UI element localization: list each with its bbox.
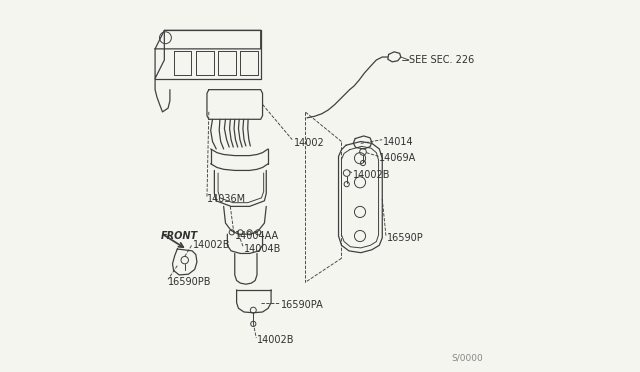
Text: 14004AA: 14004AA: [235, 231, 279, 241]
Text: 16590PB: 16590PB: [168, 278, 212, 287]
Text: 14002B: 14002B: [353, 170, 391, 180]
Text: 14036M: 14036M: [207, 194, 246, 204]
Text: 14014: 14014: [383, 137, 413, 147]
Text: 14002B: 14002B: [193, 240, 231, 250]
Text: 14004B: 14004B: [244, 244, 282, 254]
Text: FRONT: FRONT: [161, 231, 198, 241]
Text: 16590P: 16590P: [387, 233, 424, 243]
Text: 14002: 14002: [294, 138, 325, 148]
Text: 16590PA: 16590PA: [281, 299, 324, 310]
Text: S/0000: S/0000: [451, 354, 483, 363]
Text: 14002B: 14002B: [257, 335, 294, 345]
Text: SEE SEC. 226: SEE SEC. 226: [409, 55, 474, 65]
Text: 14069A: 14069A: [380, 153, 417, 163]
